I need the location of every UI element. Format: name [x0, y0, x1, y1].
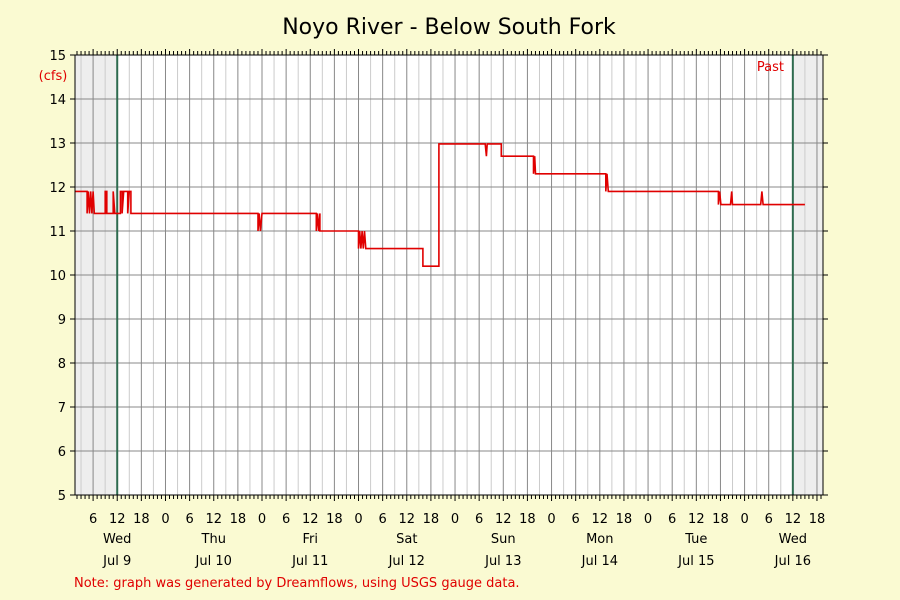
x-tick-label: 0	[740, 512, 748, 527]
y-axis-unit: (cfs)	[39, 69, 68, 84]
date-label: Jul 15	[677, 554, 714, 569]
day-label: Wed	[103, 532, 131, 547]
x-tick-label: 12	[302, 512, 319, 527]
y-axis-tick-labels: 5 6 7 8 9 10 11 12 13 14 15	[49, 49, 66, 504]
y-tick-label: 9	[58, 313, 66, 328]
x-tick-label: 0	[354, 512, 362, 527]
day-label: Mon	[586, 532, 613, 547]
x-tick-label: 18	[519, 512, 536, 527]
x-tick-label: 18	[326, 512, 343, 527]
day-label: Thu	[201, 532, 226, 547]
x-tick-label: 6	[475, 512, 483, 527]
date-label: Jul 14	[581, 554, 618, 569]
day-label: Wed	[779, 532, 807, 547]
x-tick-label: 6	[89, 512, 97, 527]
date-label: Jul 9	[102, 554, 131, 569]
x-tick-label: 12	[592, 512, 609, 527]
tick-marks	[70, 49, 828, 501]
x-tick-label: 18	[133, 512, 150, 527]
x-tick-label: 18	[230, 512, 247, 527]
plot-border	[74, 54, 824, 496]
date-label: Jul 10	[195, 554, 232, 569]
time-markers	[116, 55, 794, 495]
x-tick-label: 6	[668, 512, 676, 527]
x-tick-label: 18	[616, 512, 633, 527]
y-tick-label: 12	[49, 181, 66, 196]
y-tick-label: 8	[58, 357, 66, 372]
x-axis-day-labels: Wed Jul 9 Thu Jul 10 Fri Jul 11 Sat Jul 12 Sun Ju…	[102, 532, 811, 569]
y-tick-label: 6	[58, 445, 66, 460]
y-tick-label: 13	[49, 137, 66, 152]
x-tick-label: 12	[688, 512, 705, 527]
day-label: Sun	[491, 532, 516, 547]
y-tick-label: 14	[49, 93, 66, 108]
day-label: Sat	[396, 532, 417, 547]
y-tick-label: 15	[49, 49, 66, 64]
x-tick-label: 12	[109, 512, 126, 527]
x-tick-label: 6	[765, 512, 773, 527]
y-tick-label: 10	[49, 269, 66, 284]
date-label: Jul 11	[291, 554, 328, 569]
source-note: Note: graph was generated by Dreamflows,…	[74, 576, 520, 591]
x-tick-label: 0	[451, 512, 459, 527]
y-tick-label: 5	[58, 489, 66, 504]
x-tick-label: 18	[423, 512, 440, 527]
x-axis-tick-labels: 6 12 18 0 6 12 18 0 6 12 18 0 6 12 18 0 6 12 18 0 6 12 18 0 6 12 1…	[89, 512, 825, 527]
x-tick-label: 18	[712, 512, 729, 527]
x-tick-label: 0	[258, 512, 266, 527]
x-tick-label: 12	[205, 512, 222, 527]
x-tick-label: 6	[185, 512, 193, 527]
x-tick-label: 0	[161, 512, 169, 527]
date-label: Jul 16	[774, 554, 811, 569]
series-line	[75, 143, 805, 267]
y-tick-label: 7	[58, 401, 66, 416]
x-tick-label: 6	[282, 512, 290, 527]
x-tick-label: 6	[379, 512, 387, 527]
day-label: Fri	[303, 532, 319, 547]
x-tick-label: 12	[399, 512, 416, 527]
x-tick-label: 6	[572, 512, 580, 527]
date-label: Jul 13	[484, 554, 521, 569]
day-label: Tue	[684, 532, 707, 547]
past-label: Past	[757, 60, 784, 75]
x-tick-label: 0	[644, 512, 652, 527]
x-tick-label: 12	[495, 512, 512, 527]
series-group	[75, 143, 805, 267]
x-tick-label: 0	[547, 512, 555, 527]
date-label: Jul 12	[388, 554, 425, 569]
y-tick-label: 11	[49, 225, 66, 240]
chart-title: Noyo River - Below South Fork	[282, 15, 616, 40]
x-tick-label: 18	[809, 512, 826, 527]
x-tick-label: 12	[785, 512, 802, 527]
